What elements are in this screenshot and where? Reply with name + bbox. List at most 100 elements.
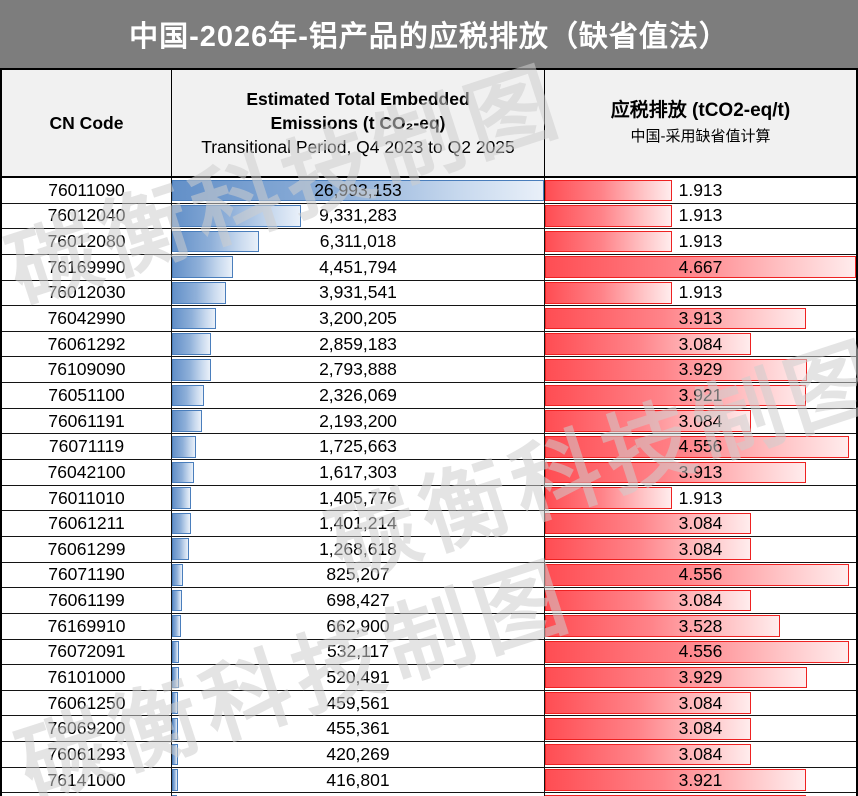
- emissions-data-bar: [172, 615, 182, 638]
- cn-code-header-label: CN Code: [49, 113, 124, 133]
- emissions-value: 26,993,153: [314, 179, 402, 200]
- tax-data-bar: [545, 435, 849, 458]
- emissions-value: 2,193,200: [319, 410, 397, 431]
- emissions-header-line1: Estimated Total Embedded: [246, 89, 470, 109]
- cn-code-cell: 76011010: [2, 485, 172, 511]
- tax-data-bar: [545, 307, 806, 330]
- tax-value: 3.929: [678, 359, 723, 380]
- table-row: 76061292 2,859,183 3.084: [2, 331, 856, 358]
- tax-data-bar: [545, 205, 673, 227]
- emissions-value: 420,269: [326, 743, 390, 764]
- emissions-data-bar: [172, 256, 234, 279]
- tax-header-subtitle: 中国-采用缺省值计算: [630, 128, 771, 145]
- tax-data-bar: [545, 282, 673, 304]
- table-row: 76109090 2,793,888 3.929: [2, 357, 856, 384]
- tax-data-bar: [545, 769, 807, 791]
- emissions-value: 698,427: [326, 590, 390, 611]
- emissions-cell: 1,405,776: [172, 485, 545, 511]
- cn-code-value: 76061211: [48, 513, 125, 534]
- emissions-cell: 9,331,283: [172, 203, 545, 229]
- tax-cell: 3.084: [545, 742, 856, 767]
- column-header-emissions: Estimated Total Embedded Emissions (t CO…: [172, 70, 545, 176]
- emissions-cell: 3,200,205: [172, 306, 545, 331]
- cn-code-value: 76011090: [48, 179, 125, 200]
- cn-code-value: 76069200: [47, 718, 126, 739]
- tax-header-title: 应税排放 (tCO2-eq/t): [610, 100, 791, 121]
- emissions-data-bar: [172, 333, 212, 355]
- emissions-data-bar: [172, 641, 180, 663]
- emissions-value: 416,801: [326, 769, 390, 790]
- column-header-cn-code: CN Code: [2, 70, 172, 176]
- emissions-cell: 3,931,541: [172, 280, 545, 306]
- table-row: 76061211 1,401,214 3.084: [2, 511, 856, 537]
- emissions-table: CN Code Estimated Total Embedded Emissio…: [0, 68, 858, 796]
- table-row: 76069200 455,361 3.084: [2, 716, 856, 743]
- table-row: 76071190 825,207 4.556: [2, 562, 856, 589]
- emissions-cell: 4,451,794: [172, 254, 545, 280]
- cn-code-cell: 76042100: [2, 460, 172, 485]
- table-row-clipped: [2, 793, 856, 796]
- cn-code-cell: 76069200: [2, 716, 172, 742]
- tax-value: 3.084: [678, 333, 723, 354]
- cn-code-value: 76071119: [48, 436, 125, 457]
- emissions-cell: 2,793,888: [172, 357, 545, 383]
- emissions-data-bar: [172, 717, 179, 740]
- cn-code-value: 76101000: [47, 666, 126, 687]
- tax-cell: 3.921: [545, 383, 856, 408]
- emissions-data-bar: [172, 666, 180, 689]
- tax-cell: 3.084: [545, 537, 856, 562]
- emissions-cell: 698,427: [172, 588, 545, 613]
- tax-cell: 3.084: [545, 588, 856, 613]
- cn-code-value: 76061191: [48, 410, 125, 431]
- cn-code-value: 76061293: [47, 743, 126, 764]
- emissions-value: 2,859,183: [319, 333, 397, 354]
- emissions-value: 3,200,205: [319, 308, 397, 329]
- emissions-value: 1,617,303: [319, 461, 397, 482]
- cn-code-value: 76042100: [47, 461, 126, 482]
- emissions-data-bar: [172, 410, 203, 432]
- tax-cell: 3.084: [545, 332, 856, 357]
- tax-value: 1.913: [678, 179, 723, 200]
- tax-cell: 4.556: [545, 563, 856, 588]
- tax-cell: 3.913: [545, 460, 856, 485]
- cn-code-value: 76011010: [48, 487, 125, 508]
- emissions-cell: 2,859,183: [172, 331, 545, 357]
- emissions-cell: 455,361: [172, 716, 545, 742]
- tax-value: 1.913: [678, 282, 723, 303]
- emissions-data-bar: [172, 461, 195, 484]
- tax-cell: 3.921: [545, 768, 856, 793]
- tax-value: 4.667: [678, 256, 723, 277]
- tax-value: 3.921: [678, 769, 723, 790]
- emissions-data-bar: [172, 487, 192, 509]
- emissions-data-bar: [172, 538, 190, 561]
- tax-value: 1.913: [678, 205, 723, 226]
- tax-value: 3.929: [678, 666, 723, 687]
- emissions-cell: 1,617,303: [172, 460, 545, 485]
- tax-data-bar: [545, 333, 751, 355]
- table-row: 76042990 3,200,205 3.913: [2, 306, 856, 332]
- tax-cell: 3.528: [545, 614, 856, 639]
- tax-value: 4.556: [678, 641, 723, 662]
- tax-cell: 4.556: [545, 640, 856, 665]
- table-row: 76061299 1,268,618 3.084: [2, 536, 856, 563]
- cn-code-cell: 76169910: [2, 613, 172, 639]
- table-row: 76012030 3,931,541 1.913: [2, 280, 856, 307]
- cn-code-cell: 76071190: [2, 562, 172, 588]
- emissions-value: 532,117: [327, 641, 389, 662]
- table-row: 76012080 6,311,018 1.913: [2, 229, 856, 255]
- tax-cell: 1.913: [545, 486, 856, 511]
- cn-code-cell: 76011090: [2, 178, 172, 203]
- tax-data-bar: [545, 358, 807, 381]
- tax-cell: 3.084: [545, 691, 856, 716]
- cn-code-cell: 76061250: [2, 690, 172, 716]
- emissions-value: 2,326,069: [319, 384, 397, 405]
- emissions-data-bar: [172, 435, 196, 458]
- tax-value: 3.084: [678, 692, 723, 713]
- cn-code-cell: 76061191: [2, 408, 172, 434]
- tax-data-bar: [545, 615, 781, 638]
- emissions-value: 455,361: [326, 718, 390, 739]
- cn-code-cell: 76061299: [2, 536, 172, 562]
- column-header-tax: 应税排放 (tCO2-eq/t) 中国-采用缺省值计算: [545, 70, 856, 176]
- tax-value: 3.084: [678, 538, 723, 559]
- tax-cell: 1.913: [545, 281, 856, 306]
